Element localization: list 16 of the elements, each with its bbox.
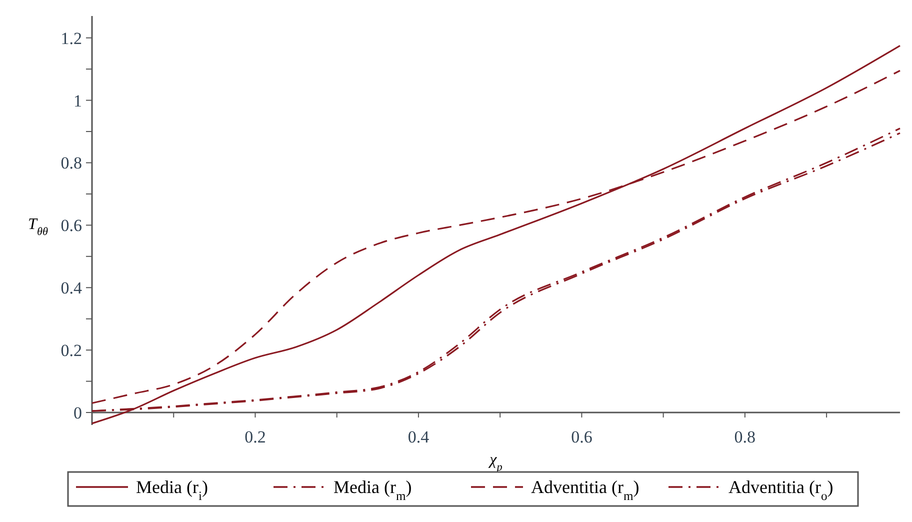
y-tick-label: 1.2 [60,28,82,48]
x-tick-label: 0.8 [734,428,756,447]
x-tick-label: 0.6 [571,428,592,447]
y-tick-label: 0.6 [60,216,82,236]
legend-label: Adventitia (r$_{o}$) [728,477,834,503]
y-axis-title: T$_{θθ}$ [28,216,48,238]
y-tick-label: 0.4 [60,278,82,298]
x-tick-label: 0.2 [244,428,266,447]
y-tick-label: 0 [74,404,82,423]
legend-label: Media (r$_{m}$) [334,477,412,503]
legend-label: Adventitia (r$_{m}$) [531,477,640,503]
y-tick-label: 0.8 [60,154,82,173]
y-tick-label: 1 [74,91,82,110]
y-tick-label: 0.2 [60,341,82,360]
legend-label: Media (r$_{i}$) [136,477,208,503]
x-tick-label: 0.4 [408,428,430,447]
